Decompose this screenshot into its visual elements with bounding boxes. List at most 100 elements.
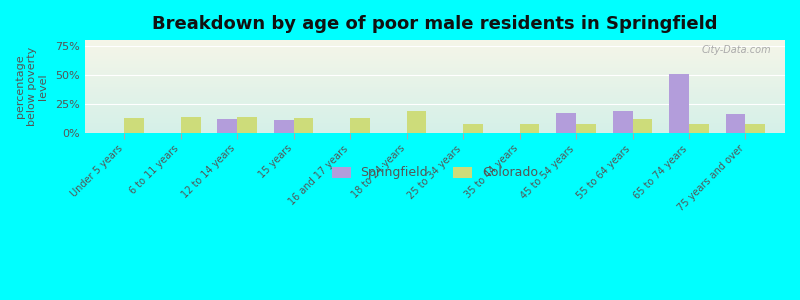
- Bar: [85, 99, 785, 100]
- Bar: [85, 54, 785, 55]
- Bar: [85, 86, 785, 87]
- Bar: [633, 119, 652, 133]
- Bar: [85, 43, 785, 44]
- Bar: [85, 61, 785, 62]
- Bar: [85, 130, 785, 131]
- Bar: [85, 105, 785, 106]
- Bar: [85, 73, 785, 74]
- Bar: [85, 75, 785, 76]
- Bar: [85, 45, 785, 46]
- Bar: [85, 122, 785, 123]
- Bar: [85, 87, 785, 88]
- Bar: [85, 102, 785, 103]
- Bar: [85, 50, 785, 51]
- Bar: [85, 85, 785, 86]
- Bar: [85, 90, 785, 91]
- Bar: [274, 120, 294, 133]
- Bar: [85, 49, 785, 50]
- Bar: [85, 83, 785, 84]
- Bar: [85, 132, 785, 133]
- Bar: [85, 125, 785, 126]
- Bar: [85, 131, 785, 132]
- Bar: [85, 72, 785, 73]
- Y-axis label: percentage
below poverty
level: percentage below poverty level: [15, 47, 48, 126]
- Bar: [85, 41, 785, 42]
- Bar: [85, 117, 785, 118]
- Bar: [85, 100, 785, 101]
- Bar: [85, 88, 785, 89]
- Bar: [85, 91, 785, 92]
- Title: Breakdown by age of poor male residents in Springfield: Breakdown by age of poor male residents …: [152, 15, 718, 33]
- Bar: [85, 62, 785, 63]
- Bar: [85, 56, 785, 57]
- Bar: [85, 128, 785, 129]
- Bar: [85, 104, 785, 105]
- Bar: [85, 81, 785, 82]
- Bar: [406, 111, 426, 133]
- Text: City-Data.com: City-Data.com: [702, 45, 771, 55]
- Bar: [689, 124, 709, 133]
- Bar: [519, 124, 539, 133]
- Bar: [463, 124, 483, 133]
- Bar: [85, 101, 785, 102]
- Bar: [85, 53, 785, 54]
- Bar: [85, 80, 785, 81]
- Bar: [556, 113, 576, 133]
- Bar: [218, 119, 238, 133]
- Bar: [85, 74, 785, 75]
- Bar: [85, 120, 785, 121]
- Bar: [85, 118, 785, 119]
- Bar: [85, 47, 785, 48]
- Bar: [85, 107, 785, 108]
- Bar: [613, 111, 633, 133]
- Bar: [85, 106, 785, 107]
- Bar: [85, 68, 785, 69]
- Legend: Springfield, Colorado: Springfield, Colorado: [327, 161, 543, 184]
- Bar: [85, 97, 785, 98]
- Bar: [85, 48, 785, 49]
- Bar: [85, 116, 785, 117]
- Bar: [85, 79, 785, 80]
- Bar: [85, 112, 785, 113]
- Bar: [85, 40, 785, 41]
- Bar: [85, 93, 785, 94]
- Bar: [85, 61, 785, 62]
- Bar: [350, 118, 370, 133]
- Bar: [670, 74, 689, 133]
- Bar: [85, 55, 785, 56]
- Bar: [85, 113, 785, 114]
- Bar: [85, 44, 785, 45]
- Bar: [85, 52, 785, 53]
- Bar: [85, 59, 785, 60]
- Bar: [85, 76, 785, 77]
- Bar: [85, 82, 785, 83]
- Bar: [85, 129, 785, 130]
- Bar: [85, 89, 785, 90]
- Bar: [85, 84, 785, 85]
- Bar: [85, 65, 785, 66]
- Bar: [85, 57, 785, 58]
- Bar: [85, 95, 785, 96]
- Bar: [181, 117, 201, 133]
- Bar: [85, 111, 785, 112]
- Bar: [85, 60, 785, 61]
- Bar: [85, 123, 785, 124]
- Bar: [85, 114, 785, 115]
- Bar: [85, 63, 785, 64]
- Bar: [85, 96, 785, 97]
- Bar: [85, 103, 785, 104]
- Bar: [85, 77, 785, 78]
- Bar: [294, 118, 314, 133]
- Bar: [85, 71, 785, 72]
- Bar: [85, 46, 785, 47]
- Bar: [85, 124, 785, 125]
- Bar: [85, 121, 785, 122]
- Bar: [85, 69, 785, 70]
- Bar: [85, 64, 785, 65]
- Bar: [85, 42, 785, 43]
- Bar: [85, 70, 785, 71]
- Bar: [85, 98, 785, 99]
- Bar: [124, 118, 144, 133]
- Bar: [576, 124, 596, 133]
- Bar: [85, 126, 785, 127]
